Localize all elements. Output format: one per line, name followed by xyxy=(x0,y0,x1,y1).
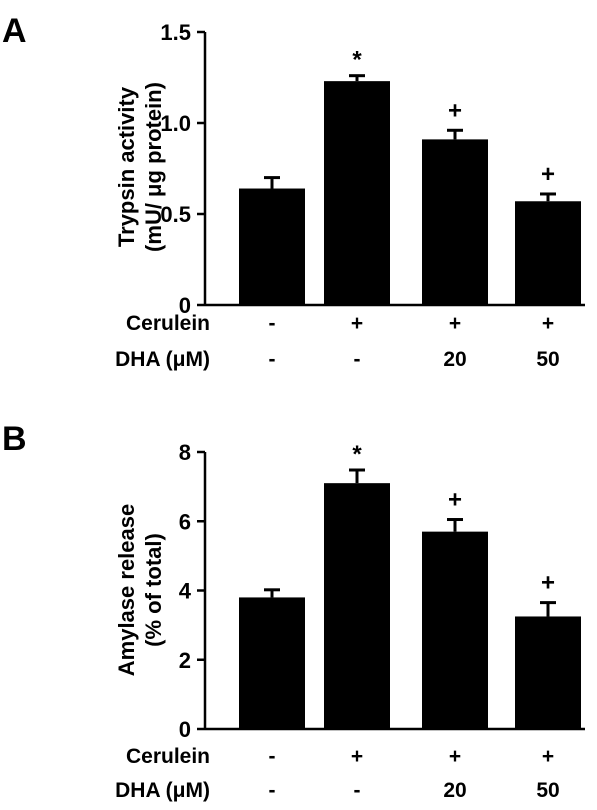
panel-a-bar xyxy=(515,201,581,305)
panel-b-y-tick-label: 4 xyxy=(179,579,192,604)
panel-a-significance-mark: + xyxy=(541,161,555,188)
panel-b-condition-row-label: Cerulein xyxy=(126,745,210,768)
panel-a-condition-value: 50 xyxy=(536,348,559,371)
panel-a-condition-value: + xyxy=(351,312,363,335)
panel-a-condition-value: - xyxy=(269,312,276,335)
panel-a-y-axis-title: Trypsin activity(mU/ μg protein) xyxy=(114,82,166,252)
panel-a-significance-mark: + xyxy=(448,97,462,124)
panel-b-bar xyxy=(515,616,581,729)
panel-a-condition-value: + xyxy=(542,312,554,335)
panel-b-condition-row-label: DHA (μM) xyxy=(115,779,210,802)
panel-a-condition-value: 20 xyxy=(443,348,466,371)
panel-b-y-tick-label: 8 xyxy=(179,440,191,465)
panel-a-y-tick-label: 1.0 xyxy=(160,111,191,136)
panel-b-y-axis-title-line: (% of total) xyxy=(141,533,166,647)
panel-a-condition-row-label: Cerulein xyxy=(126,312,210,335)
panel-b-condition-value: + xyxy=(449,745,461,768)
panel-b-bar xyxy=(422,531,488,729)
panel-b-condition-value: 20 xyxy=(443,779,466,802)
panel-b-condition-value: + xyxy=(542,745,554,768)
panel-a-condition-value: + xyxy=(449,312,461,335)
panel-b-y-tick-label: 6 xyxy=(179,509,191,534)
panel-b-condition-value: - xyxy=(269,779,276,802)
panel-b-condition-value: - xyxy=(354,779,361,802)
panel-b-significance-mark: * xyxy=(352,441,362,468)
panel-b-condition-value: - xyxy=(269,745,276,768)
panel-a-y-tick-label: 1.5 xyxy=(160,20,191,45)
panel-b-bar xyxy=(239,597,305,729)
panel-a-bar xyxy=(422,139,488,305)
panel-a-condition-row-label: DHA (μM) xyxy=(115,348,210,371)
panel-a-y-tick-label: 0 xyxy=(179,293,191,318)
panel-b-condition-value: + xyxy=(351,745,363,768)
panel-a-y-axis-title-line: Trypsin activity xyxy=(114,86,139,247)
panel-b-significance-mark: + xyxy=(448,487,462,514)
panel-a-y-axis-title-line: (mU/ μg protein) xyxy=(141,82,166,252)
panel-a-significance-mark: * xyxy=(352,47,362,74)
panel-b-bar xyxy=(324,483,390,729)
panel-b-y-tick-label: 0 xyxy=(179,717,191,742)
panel-a-letter: A xyxy=(2,12,27,50)
panel-b-significance-mark: + xyxy=(541,570,555,597)
panel-b-y-axis-title: Amylase release(% of total) xyxy=(114,504,166,676)
panel-a-bar xyxy=(324,81,390,305)
panel-a-bar xyxy=(239,188,305,305)
panel-b-y-tick-label: 2 xyxy=(179,648,191,673)
panel-b-condition-value: 50 xyxy=(536,779,559,802)
panel-a-condition-value: - xyxy=(354,348,361,371)
panel-a-condition-value: - xyxy=(269,348,276,371)
panel-b-letter: B xyxy=(2,420,27,458)
panel-a-y-tick-label: 0.5 xyxy=(160,202,191,227)
panel-b-y-axis-title-line: Amylase release xyxy=(114,504,139,676)
